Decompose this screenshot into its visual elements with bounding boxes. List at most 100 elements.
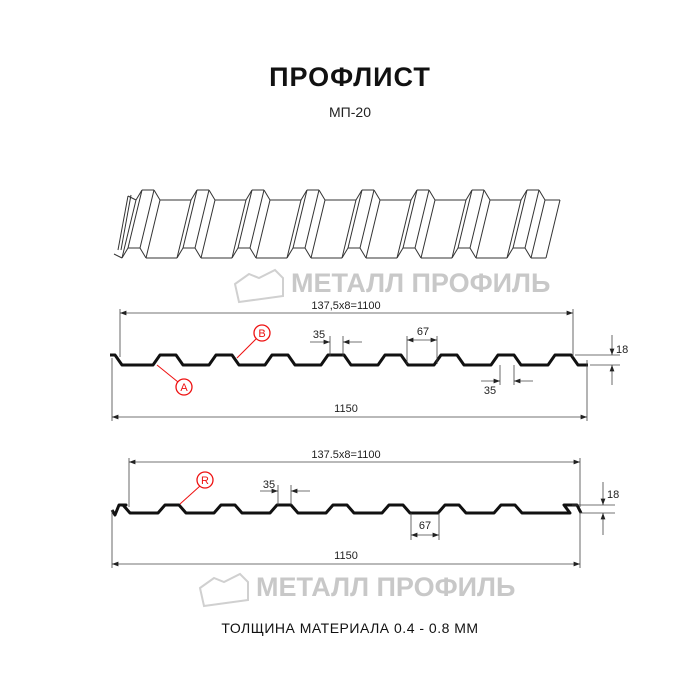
sheet-edge (231, 247, 239, 259)
sheet-edge (310, 199, 326, 259)
pitch-dimension-label: 137,5x8=1100 (311, 300, 380, 312)
sheet-edge (190, 189, 198, 201)
sheet-edge (524, 247, 532, 259)
sheet-edge (355, 189, 363, 201)
sheet-edge (359, 189, 375, 249)
page-title: ПРОФЛИСТ (269, 62, 431, 92)
sheet-edge (457, 189, 473, 249)
sheet-edge (512, 189, 528, 249)
sheet-edge (300, 189, 308, 201)
sheet-edge (286, 199, 302, 259)
sheet-edge (249, 189, 265, 249)
sheet-edge (414, 189, 430, 249)
sheet-edge (121, 247, 129, 259)
sheet-edge (373, 189, 381, 201)
profile-ab-line (110, 353, 588, 367)
sheet-edge (365, 199, 381, 259)
sheet-edge (176, 199, 192, 259)
sheet-edge (359, 247, 367, 259)
profile-r-line (110, 503, 583, 517)
width-dimension-label: 1150 (334, 550, 358, 562)
sheet-edge (451, 247, 459, 259)
watermark-text: МЕТАЛЛ ПРОФИЛЬ (291, 268, 550, 298)
label-b: B (258, 328, 265, 340)
label-b-marker (253, 324, 271, 342)
sheet-edge (120, 194, 132, 251)
watermark-logo-icon (233, 268, 284, 304)
rib-top-dimension-label: 35 (313, 329, 325, 341)
sheet-edge (145, 199, 161, 259)
sheet-edge (182, 189, 198, 249)
pitch-dimension-label: 137.5x8=1100 (311, 449, 380, 461)
sheet-edge (396, 199, 412, 259)
label-a-marker (175, 378, 193, 396)
height-dimension-label: 18 (607, 489, 619, 501)
sheet-edge (255, 199, 271, 259)
sheet-edge (402, 189, 418, 249)
sheet-edge (153, 189, 161, 201)
material-thickness-note: ТОЛЩИНА МАТЕРИАЛА 0.4 - 0.8 ММ (221, 620, 479, 636)
height-dimension-label: 18 (616, 344, 628, 356)
sheet-edge (545, 199, 561, 259)
sheet-edge (396, 247, 404, 259)
sheet-edge (318, 189, 326, 201)
sheet-edge (451, 199, 467, 259)
sheet-edge (127, 189, 143, 249)
label-a: A (180, 382, 188, 394)
sheet-edge (200, 199, 216, 259)
sheet-edge (341, 199, 357, 259)
sheet-edge (420, 199, 436, 259)
sheet-edge (410, 189, 418, 201)
sheet-edge (520, 189, 528, 201)
sheet-edge (530, 199, 546, 259)
sheet-edge (263, 189, 271, 201)
sheet-edge (524, 189, 540, 249)
watermark-middle: МЕТАЛЛ ПРОФИЛЬ (198, 572, 515, 608)
sheet-edge (428, 189, 436, 201)
sheet-edge (231, 199, 247, 259)
trough-dimension-label: 67 (417, 326, 429, 338)
watermark-text: МЕТАЛЛ ПРОФИЛЬ (256, 572, 515, 602)
sheet-edge (469, 247, 477, 259)
sheet-edge (117, 195, 129, 251)
sheet-edge (176, 247, 184, 259)
sheet-edge (249, 247, 257, 259)
sheet-edge (475, 199, 491, 259)
sheet-edge (135, 189, 143, 201)
sheet-edge (194, 247, 202, 259)
sheet-edge (286, 247, 294, 259)
label-r: R (201, 475, 209, 487)
trough-dimension-label: 67 (419, 520, 431, 532)
sheet-edge (139, 247, 147, 259)
watermark-top: МЕТАЛЛ ПРОФИЛЬ (233, 268, 550, 304)
sheet-edge (347, 189, 363, 249)
sheet-edge (121, 199, 137, 259)
sheet-edge (483, 189, 491, 201)
sheet-edge (127, 195, 137, 201)
label-r-marker (196, 471, 214, 489)
sheet-edge (292, 189, 308, 249)
sheet-edge (208, 189, 216, 201)
profile-r-drawing: 137.5x8=1100 1150 35 67 18 R (110, 449, 619, 568)
sheet-edge (304, 189, 320, 249)
sheet-edge (237, 189, 253, 249)
width-dimension-label: 1150 (334, 403, 358, 415)
sheet-edge (506, 199, 522, 259)
sheet-edge (465, 189, 473, 201)
sheet-edge (113, 253, 123, 259)
sheet-edge (469, 189, 485, 249)
model-subtitle: МП-20 (329, 104, 371, 120)
sheet-edge (304, 247, 312, 259)
sheet-edge (414, 247, 422, 259)
sheet-edge (194, 189, 210, 249)
watermark-logo-icon (198, 572, 249, 608)
sheet-edge (341, 247, 349, 259)
sheet-edge (538, 189, 546, 201)
sheet-edge (139, 189, 155, 249)
sheet-edge (245, 189, 253, 201)
sheet-edge (506, 247, 514, 259)
sheet-3d-view (113, 189, 561, 259)
rib-bottom-dimension-label: 35 (484, 385, 496, 397)
profile-ab-drawing: 137,5x8=1100 1150 35 67 35 18 B A (110, 300, 628, 421)
